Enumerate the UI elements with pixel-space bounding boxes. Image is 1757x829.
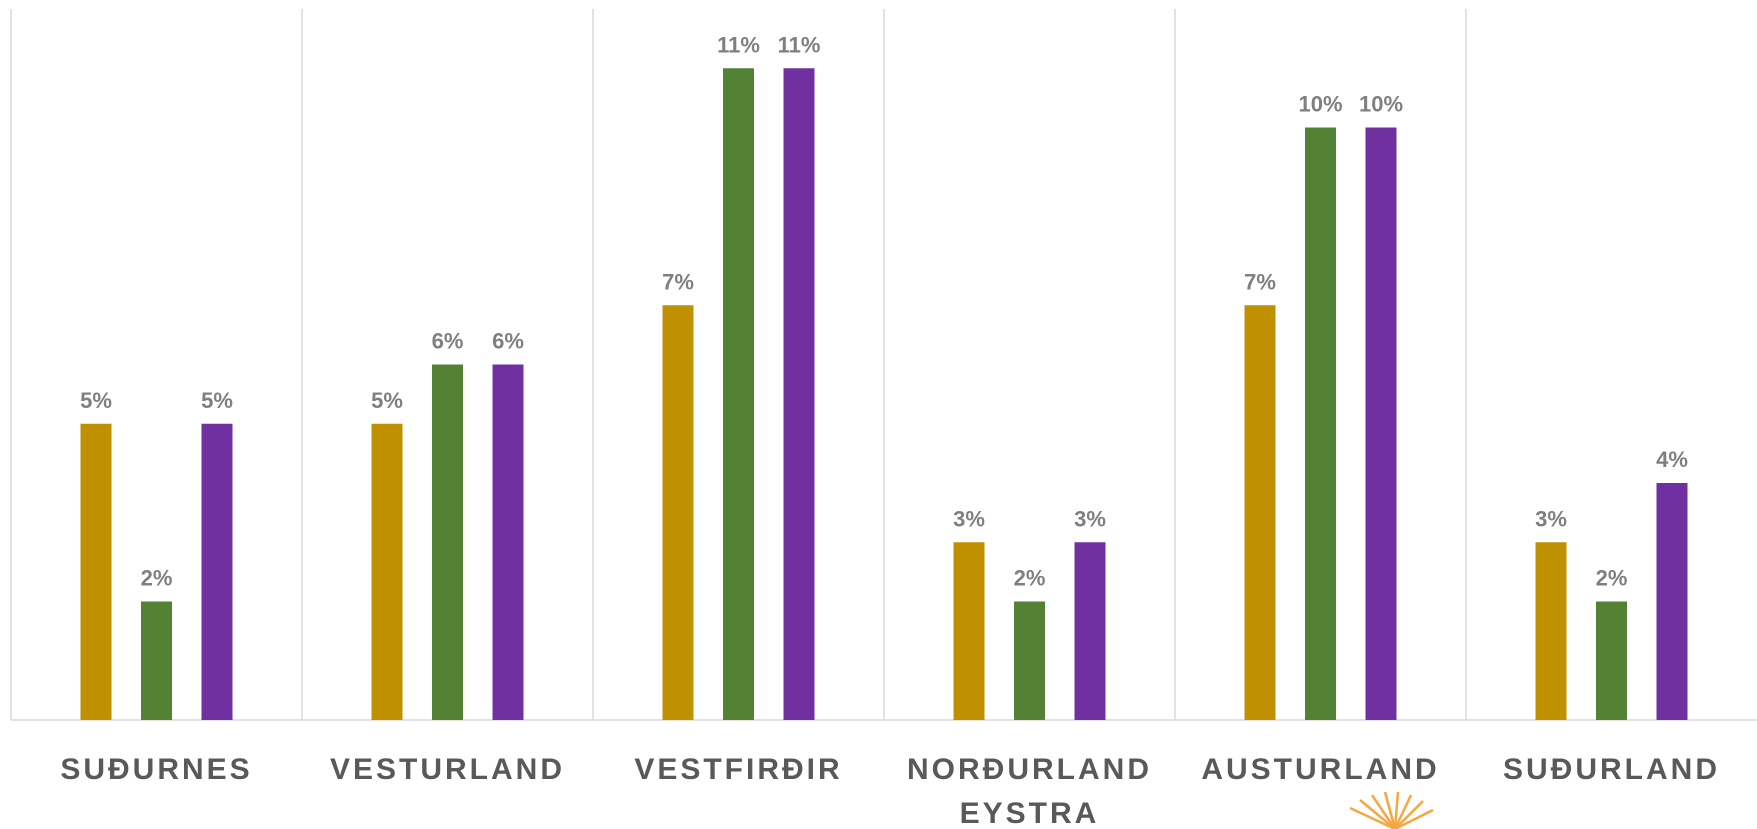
bar bbox=[201, 423, 233, 720]
x-tick-label: VESTURLAND bbox=[329, 753, 565, 786]
x-tick-label: SUÐURLAND bbox=[1503, 753, 1720, 786]
data-label: 2% bbox=[141, 566, 173, 591]
bar bbox=[1596, 601, 1627, 720]
bar bbox=[1535, 542, 1567, 720]
bar bbox=[1074, 542, 1106, 720]
data-label: 2% bbox=[1596, 566, 1628, 591]
bar bbox=[141, 601, 172, 720]
data-label: 7% bbox=[662, 269, 694, 294]
bar bbox=[1244, 305, 1276, 720]
data-label: 7% bbox=[1244, 269, 1276, 294]
bar bbox=[371, 423, 403, 720]
data-label: 6% bbox=[492, 329, 524, 354]
bar bbox=[723, 68, 754, 720]
data-label: 3% bbox=[953, 506, 985, 531]
bar bbox=[1305, 127, 1336, 720]
data-label: 10% bbox=[1359, 92, 1403, 117]
data-label: 5% bbox=[201, 388, 233, 413]
data-label: 10% bbox=[1298, 92, 1342, 117]
bar bbox=[1656, 483, 1688, 720]
data-label: 3% bbox=[1074, 506, 1106, 531]
data-label: 5% bbox=[80, 388, 112, 413]
bar bbox=[1365, 127, 1397, 720]
bar bbox=[432, 364, 463, 720]
bar bbox=[662, 305, 694, 720]
data-label: 2% bbox=[1014, 566, 1046, 591]
bar bbox=[492, 364, 524, 720]
data-label: 4% bbox=[1656, 447, 1688, 472]
data-label: 11% bbox=[717, 32, 760, 57]
data-label: 3% bbox=[1535, 506, 1567, 531]
bar bbox=[953, 542, 985, 720]
logo bbox=[1349, 791, 1434, 829]
bar bbox=[1014, 601, 1045, 720]
data-label: 5% bbox=[371, 388, 403, 413]
bar bbox=[783, 68, 815, 720]
bar bbox=[80, 423, 112, 720]
data-label: 6% bbox=[432, 329, 464, 354]
data-label: 11% bbox=[778, 32, 821, 57]
x-tick-label: AUSTURLAND bbox=[1201, 753, 1440, 786]
x-tick-label: NORÐURLAND EYSTRA bbox=[907, 753, 1152, 829]
x-tick-label: SUÐURNES bbox=[60, 753, 253, 786]
x-tick-label: VESTFIRÐIR bbox=[634, 753, 843, 786]
